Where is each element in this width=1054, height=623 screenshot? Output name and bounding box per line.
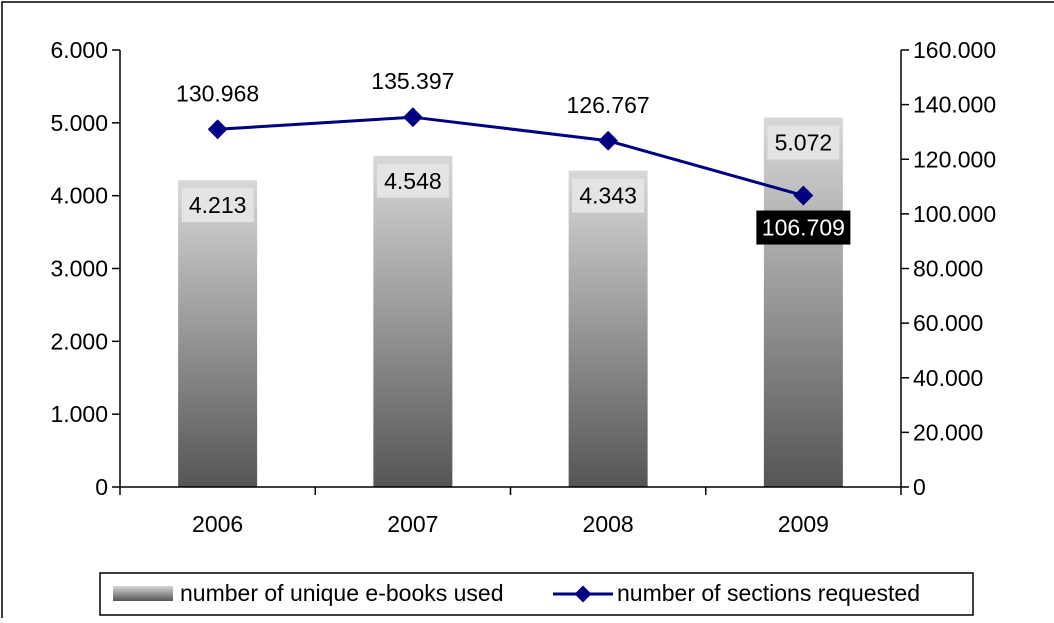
plot-area	[178, 107, 843, 487]
legend-swatch-bars	[113, 586, 173, 601]
line-series-sections	[218, 117, 804, 195]
bar-2008	[569, 171, 648, 487]
line-marker-2006	[208, 119, 228, 139]
bar-2007	[373, 156, 452, 487]
line-marker-2008	[598, 131, 618, 151]
y-left-tick-label: 1.000	[50, 401, 108, 427]
y-right-tick-label: 40.000	[913, 365, 983, 391]
bar-2009	[764, 118, 843, 487]
y-left-tick-label: 4.000	[50, 183, 108, 209]
x-tick-label: 2007	[387, 511, 438, 537]
data-labels: 4.213 4.548 4.343 5.072 130.968 135.397 126.76…	[176, 68, 850, 244]
y-right-tick-label: 20.000	[913, 419, 983, 445]
y-left-tick-label: 0	[95, 474, 108, 500]
legend-label-line: number of sections requested	[617, 580, 920, 606]
bar-2006	[178, 180, 257, 487]
y-left-tick-label: 5.000	[50, 110, 108, 136]
line-data-label: 130.968	[176, 80, 259, 106]
line-data-label: 135.397	[371, 68, 454, 94]
line-data-label: 106.709	[762, 215, 845, 241]
x-tick-label: 2008	[583, 511, 634, 537]
y-left-tick-label: 3.000	[50, 256, 108, 282]
y-right-tick-label: 120.000	[913, 146, 996, 172]
line-data-label: 126.767	[567, 92, 650, 118]
y-left-tick-label: 6.000	[50, 37, 108, 63]
y-right-tick-label: 100.000	[913, 201, 996, 227]
y-right-tick-label: 0	[913, 474, 926, 500]
bar-data-label: 4.343	[579, 183, 637, 209]
y-left-tick-label: 2.000	[50, 328, 108, 354]
bar-data-label: 4.213	[189, 192, 247, 218]
line-marker-2007	[403, 107, 423, 127]
x-tick-label: 2006	[192, 511, 243, 537]
y-right-tick-label: 80.000	[913, 256, 983, 282]
y-right-tick-label: 160.000	[913, 37, 996, 63]
legend: number of unique e-books used number of …	[100, 573, 973, 615]
legend-label-bars: number of unique e-books used	[180, 580, 504, 606]
bar-data-label: 5.072	[775, 130, 833, 156]
x-tick-label: 2009	[778, 511, 829, 537]
bar-data-label: 4.548	[384, 168, 442, 194]
y-right-tick-label: 140.000	[913, 92, 996, 118]
y-right-tick-label: 60.000	[913, 310, 983, 336]
